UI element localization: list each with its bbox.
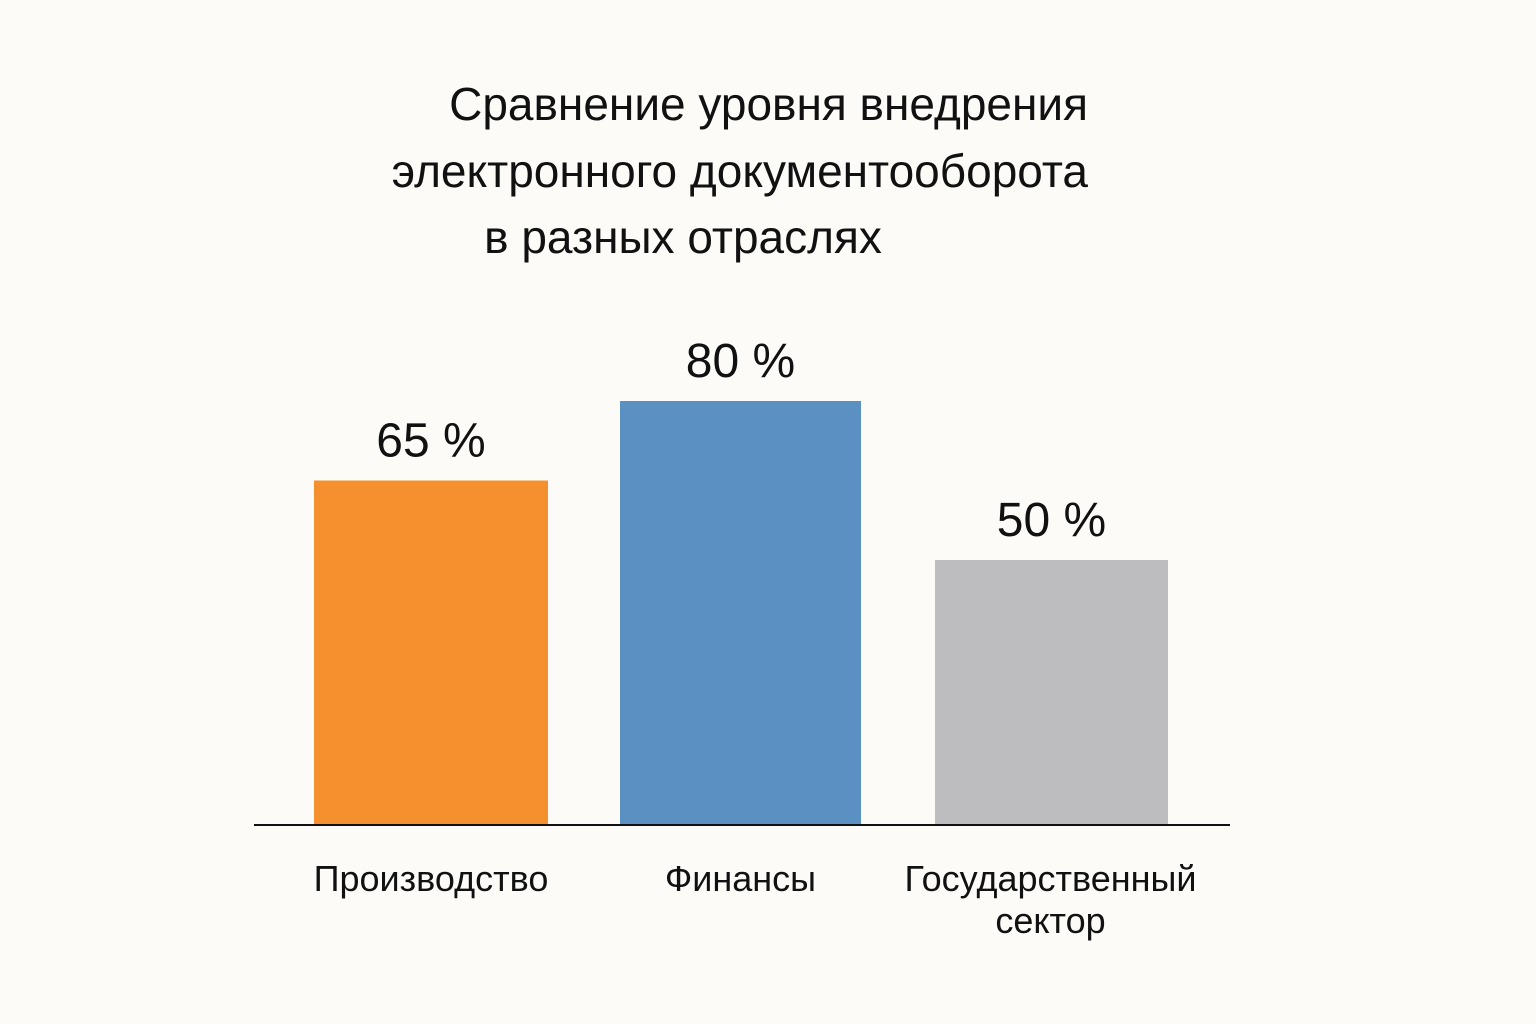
category-label-line: Государственный xyxy=(905,858,1197,899)
data-label: 50 % xyxy=(997,494,1106,547)
chart-title-line: электронного документооборота xyxy=(392,145,1089,197)
chart-title: Сравнение уровня внедрения электронного д… xyxy=(392,78,1089,263)
bars xyxy=(314,401,1168,825)
category-label-line: Производство xyxy=(314,858,549,899)
category-label-line: Финансы xyxy=(665,858,816,899)
category-label: Государственный сектор xyxy=(905,858,1197,941)
chart-title-line: Сравнение уровня внедрения xyxy=(449,78,1088,130)
chart-title-line: в разных отраслях xyxy=(484,211,882,263)
data-labels: 65 % 80 % 50 % xyxy=(376,335,1106,547)
category-label: Финансы xyxy=(665,858,816,899)
category-label-line: сектор xyxy=(995,900,1105,941)
bar xyxy=(314,480,548,825)
bar xyxy=(935,560,1168,825)
category-label: Производство xyxy=(314,858,549,899)
data-label: 65 % xyxy=(376,415,485,468)
x-axis-tick-labels: Производство Финансы Государственный сектор xyxy=(314,858,1197,941)
bar xyxy=(620,401,861,825)
data-label: 80 % xyxy=(686,335,795,388)
